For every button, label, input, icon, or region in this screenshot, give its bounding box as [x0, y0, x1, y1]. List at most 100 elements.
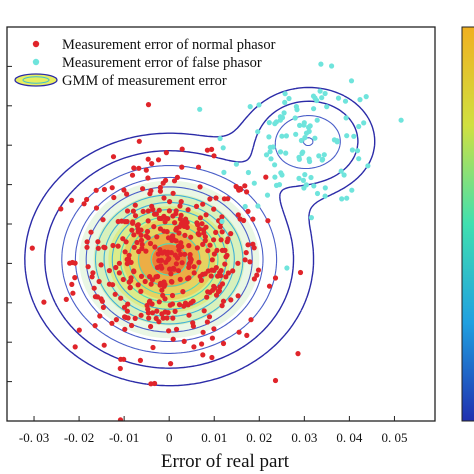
normal-phasor-point — [191, 344, 197, 350]
normal-phasor-point — [179, 146, 185, 152]
false-phasor-point — [217, 135, 223, 142]
false-phasor-point — [312, 95, 318, 101]
false-phasor-point — [264, 192, 271, 198]
normal-phasor-point — [242, 257, 248, 263]
false-phasor-point — [322, 185, 328, 191]
normal-phasor-point — [244, 332, 250, 338]
normal-phasor-point — [182, 251, 188, 257]
normal-phasor-point — [96, 278, 102, 285]
false-phasor-point — [338, 168, 344, 174]
normal-phasor-point — [164, 229, 170, 235]
normal-phasor-point — [147, 298, 153, 304]
false-phasor-point — [301, 185, 307, 191]
normal-phasor-point — [152, 244, 158, 250]
normal-phasor-point — [93, 205, 100, 211]
normal-phasor-point — [177, 216, 183, 222]
normal-phasor-point — [84, 239, 90, 245]
false-phasor-point — [279, 133, 285, 139]
normal-phasor-point — [117, 365, 123, 372]
normal-phasor-point — [219, 214, 225, 220]
normal-phasor-point — [156, 299, 162, 305]
false-phasor-point — [306, 124, 312, 130]
false-phasor-point — [277, 149, 284, 155]
normal-phasor-point — [100, 304, 106, 310]
false-phasor-point — [251, 180, 257, 186]
normal-phasor-point — [125, 315, 131, 321]
normal-phasor-point — [175, 268, 182, 274]
normal-phasor-point — [140, 186, 146, 192]
normal-phasor-point — [205, 268, 211, 274]
normal-phasor-point — [216, 288, 222, 294]
normal-phasor-point — [142, 278, 148, 285]
normal-phasor-point — [165, 257, 171, 263]
normal-phasor-point — [172, 220, 178, 226]
normal-phasor-point — [124, 256, 130, 263]
normal-phasor-point — [101, 342, 107, 348]
normal-phasor-point — [109, 320, 115, 326]
normal-phasor-point — [135, 282, 141, 288]
x-axis-title: Error of real part — [161, 451, 290, 472]
normal-phasor-point — [138, 273, 145, 279]
false-phasor-point — [318, 61, 324, 67]
normal-phasor-point — [160, 180, 166, 186]
normal-phasor-point — [204, 147, 210, 153]
normal-phasor-point — [157, 184, 163, 191]
normal-phasor-point — [136, 248, 142, 255]
false-phasor-point — [354, 148, 361, 154]
normal-phasor-point — [166, 328, 172, 334]
normal-phasor-point — [211, 237, 217, 243]
false-phasor-point — [341, 172, 347, 178]
false-phasor-point — [296, 154, 302, 160]
normal-phasor-point — [230, 268, 236, 274]
normal-phasor-point — [116, 270, 122, 276]
normal-phasor-point — [182, 232, 188, 238]
gmm-contour-line — [44, 100, 359, 369]
legend: Measurement error of normal phasor Measu… — [14, 37, 276, 89]
x-tick-label: -0. 02 — [64, 430, 94, 445]
normal-phasor-point — [212, 285, 218, 291]
normal-phasor-point — [113, 317, 119, 323]
normal-phasor-point — [173, 238, 179, 244]
false-phasor-point — [312, 135, 318, 141]
normal-phasor-point — [197, 184, 203, 190]
normal-phasor-point — [147, 240, 154, 247]
normal-phasor-point — [148, 188, 154, 194]
normal-phasor-point — [69, 281, 75, 287]
normal-phasor-point — [155, 157, 162, 163]
normal-phasor-point — [166, 208, 172, 214]
normal-phasor-point — [208, 273, 214, 279]
normal-phasor-point — [168, 266, 174, 272]
false-phasor-point — [297, 122, 303, 128]
normal-phasor-point — [146, 315, 152, 321]
normal-phasor-point — [143, 248, 149, 254]
normal-phasor-point — [172, 308, 178, 314]
normal-phasor-point — [207, 196, 213, 202]
normal-phasor-point — [211, 206, 217, 212]
normal-phasor-point — [93, 187, 99, 193]
normal-phasor-point — [149, 161, 155, 167]
normal-phasor-point — [154, 264, 160, 271]
normal-phasor-point — [143, 167, 149, 173]
normal-phasor-point — [209, 335, 215, 341]
normal-phasor-point — [193, 203, 200, 209]
normal-phasor-point — [219, 303, 225, 309]
normal-phasor-point — [132, 202, 138, 208]
false-phasor-point — [306, 156, 312, 162]
normal-phasor-point — [220, 298, 227, 304]
normal-phasor-point — [173, 326, 180, 332]
normal-phasor-point — [131, 244, 137, 250]
normal-phasor-point — [129, 227, 135, 233]
normal-phasor-point — [190, 298, 196, 304]
normal-phasor-point — [215, 273, 221, 279]
normal-phasor-point — [251, 276, 257, 282]
false-phasor-point — [276, 182, 283, 188]
normal-phasor-point — [145, 175, 151, 181]
normal-phasor-point — [106, 268, 112, 274]
gmm-contour-line — [74, 137, 314, 343]
normal-phasor-point — [69, 197, 75, 203]
normal-phasor-point — [140, 208, 146, 214]
normal-phasor-point — [112, 291, 118, 297]
normal-phasor-point — [132, 315, 138, 321]
normal-phasor-point — [248, 317, 254, 323]
false-phasor-point — [263, 152, 270, 158]
